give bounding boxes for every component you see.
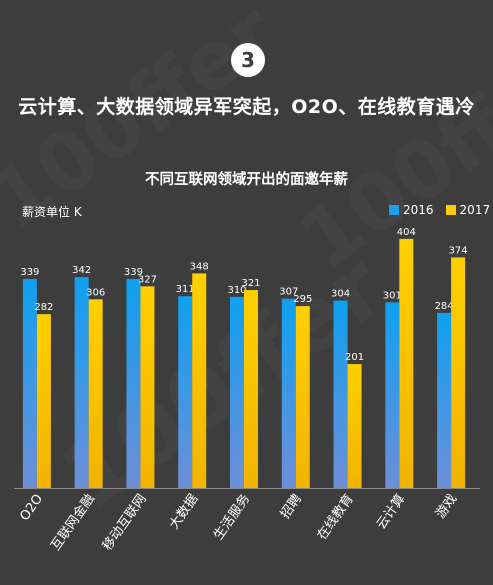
y-axis-unit-label: 薪资单位 K (22, 205, 82, 219)
x-tick-label-互联网金融: 互联网金融 (48, 491, 98, 553)
x-tick-label-招聘: 招聘 (278, 492, 305, 522)
bar-2016-云计算 (385, 302, 400, 488)
chart-title: 不同互联网领域开出的面邀年薪 (145, 172, 348, 188)
x-tick-label-生活服务: 生活服务 (210, 491, 253, 543)
bar-2016-O2O (22, 278, 37, 488)
data-label-2016-游戏: 284 (435, 301, 454, 312)
bar-2017-O2O (36, 314, 51, 488)
legend-label-2016: 2016 (403, 203, 434, 217)
data-label-2016-生活服务: 310 (227, 285, 246, 296)
section-number-badge: 3 (231, 43, 265, 77)
data-label-2016-云计算: 301 (383, 290, 402, 301)
data-label-2017-云计算: 404 (397, 227, 416, 238)
data-label-2016-O2O: 339 (20, 267, 39, 278)
bar-2016-招聘 (281, 298, 296, 488)
x-tick-label-游戏: 游戏 (433, 492, 460, 522)
page-headline: 云计算、大数据领域异军突起，O2O、在线教育遇冷 (18, 96, 475, 118)
data-label-2016-大数据: 311 (176, 284, 195, 295)
data-label-2017-移动互联网: 327 (138, 274, 157, 285)
data-label-2017-生活服务: 321 (241, 278, 260, 289)
data-label-2017-大数据: 348 (190, 261, 209, 272)
bar-2016-在线教育 (333, 300, 348, 488)
bar-2016-大数据 (178, 296, 193, 488)
bar-2017-云计算 (399, 238, 414, 488)
data-label-2017-招聘: 295 (293, 294, 312, 305)
bar-2017-游戏 (451, 257, 466, 488)
bar-2017-互联网金融 (88, 299, 103, 488)
x-tick-label-云计算: 云计算 (374, 492, 409, 533)
data-label-2016-在线教育: 304 (331, 289, 350, 300)
legend-label-2017: 2017 (459, 203, 491, 217)
data-label-2016-互联网金融: 342 (72, 265, 91, 276)
bar-2016-游戏 (437, 312, 452, 488)
data-label-2017-游戏: 374 (449, 245, 468, 256)
data-label-2017-在线教育: 201 (345, 352, 364, 363)
bar-2017-招聘 (295, 306, 310, 488)
legend-swatch-2016 (389, 205, 399, 215)
legend-item-2016: 2016 (389, 203, 434, 217)
legend-item-2017: 2017 (445, 203, 491, 217)
bar-2016-互联网金融 (74, 277, 89, 488)
x-tick-label-O2O: O2O (17, 492, 46, 524)
data-label-2017-O2O: 282 (34, 302, 53, 313)
x-tick-label-移动互联网: 移动互联网 (100, 492, 150, 554)
legend-swatch-2017 (445, 205, 456, 215)
data-label-2017-互联网金融: 306 (86, 287, 105, 298)
bar-2017-移动互联网 (140, 286, 155, 488)
bar-2016-移动互联网 (126, 278, 141, 488)
bar-2016-生活服务 (230, 296, 244, 488)
x-tick-label-大数据: 大数据 (167, 492, 202, 533)
data-label-2016-招聘: 307 (279, 287, 298, 298)
bar-2017-在线教育 (347, 364, 362, 488)
data-label-2016-移动互联网: 339 (124, 267, 143, 278)
x-tick-label-在线教育: 在线教育 (314, 491, 357, 543)
bar-2017-大数据 (192, 273, 207, 488)
chart-legend: 2016 2017 (389, 203, 490, 217)
bar-2017-生活服务 (244, 290, 258, 488)
